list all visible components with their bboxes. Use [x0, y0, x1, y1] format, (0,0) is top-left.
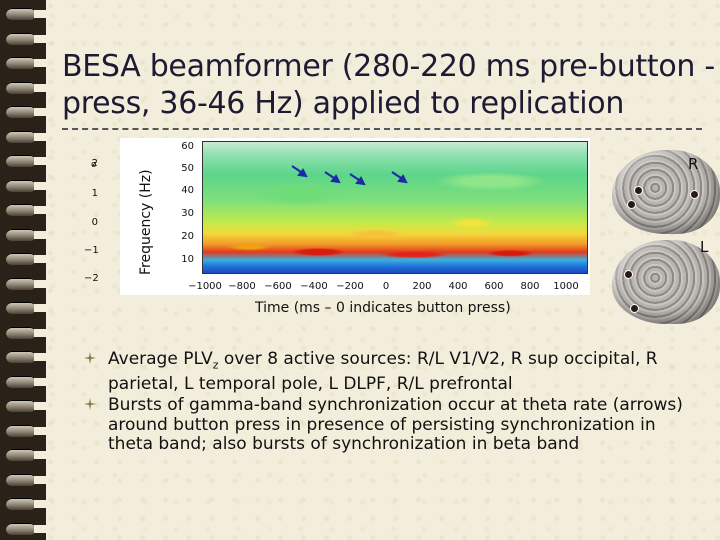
binding-notch [34, 304, 46, 312]
binding-ring [6, 351, 36, 363]
source-dot [627, 200, 636, 209]
binding-ring [6, 228, 36, 241]
x-tick: 0 [382, 281, 390, 292]
binding-notch [34, 10, 46, 18]
bullet-item: Bursts of gamma-band synchronization occ… [84, 396, 684, 455]
y-tick: 30 [181, 208, 194, 219]
binding-ring [6, 155, 36, 167]
binding-ring [6, 179, 36, 192]
binding-ring [6, 106, 36, 118]
binding-notch [34, 83, 46, 92]
source-dot [634, 186, 643, 195]
colorbar-tick: 0 [91, 217, 98, 228]
binding-ring [6, 57, 36, 69]
binding-notch [34, 426, 46, 435]
binding-notch [34, 157, 46, 165]
binding-ring [6, 8, 36, 20]
binding-ring [6, 400, 36, 412]
binding-ring [6, 253, 36, 265]
binding-notch [34, 59, 46, 67]
binding-ring [6, 375, 36, 388]
x-tick: 200 [412, 281, 432, 292]
x-axis-label: Time (ms – 0 indicates button press) [255, 300, 511, 316]
binding-ring [6, 522, 36, 535]
binding-ring [6, 498, 36, 510]
colorbar-symbol: σ [91, 160, 97, 170]
binding-notch [34, 451, 46, 459]
source-dot [630, 304, 639, 313]
brain-right-hemisphere [612, 150, 720, 234]
source-dot [690, 190, 699, 199]
binding-notch [34, 500, 46, 508]
binding-ring [6, 277, 36, 290]
brain-left-label: L [700, 238, 709, 256]
binding-notch [34, 255, 46, 263]
y-axis-label: Frequency (Hz) [138, 169, 154, 275]
binding-ring [6, 32, 36, 45]
colorbar-tick: 1 [91, 188, 98, 199]
binding-notch [34, 402, 46, 410]
binding-strip [0, 0, 46, 540]
binding-notch [34, 328, 46, 337]
colorbar-tick: 2 [91, 158, 98, 169]
x-tick: 1000 [553, 281, 579, 292]
binding-ring [6, 449, 36, 461]
binding-ring [6, 130, 36, 143]
binding-notch [34, 279, 46, 288]
binding-notch [34, 353, 46, 361]
binding-notch [34, 206, 46, 214]
binding-notch [34, 230, 46, 239]
bullet-item: Average PLVz over 8 active sources: R/L … [84, 349, 684, 394]
x-tick: −400 [300, 281, 328, 292]
binding-ring [6, 424, 36, 437]
source-dot [624, 270, 633, 279]
title-divider [62, 128, 702, 130]
gamma-burst-arrows [291, 165, 408, 186]
x-tick: −1000 [188, 281, 222, 292]
binding-notch [34, 377, 46, 386]
bullet-text: Average PLVz over 8 active sources: R/L … [108, 349, 658, 394]
binding-notch [34, 181, 46, 190]
binding-notch [34, 132, 46, 141]
y-tick: 60 [181, 141, 194, 152]
x-tick: −200 [336, 281, 364, 292]
binding-ring [6, 81, 36, 94]
binding-ring [6, 302, 36, 314]
slide-title: BESA beamformer (280-220 ms pre-button -… [62, 49, 715, 121]
binding-ring [6, 326, 36, 339]
x-tick: 600 [484, 281, 504, 292]
binding-ring [6, 473, 36, 486]
bullet-text: Bursts of gamma-band synchronization occ… [108, 395, 683, 455]
binding-notch [34, 524, 46, 533]
binding-notch [34, 475, 46, 484]
bullet-star-icon [84, 398, 96, 411]
y-tick: 20 [181, 231, 194, 242]
x-tick: −800 [228, 281, 256, 292]
y-tick: 40 [181, 185, 194, 196]
binding-notch [34, 108, 46, 116]
brain-left-hemisphere [612, 240, 720, 324]
y-tick: 50 [181, 163, 194, 174]
y-tick: 10 [181, 254, 194, 265]
x-tick: 800 [520, 281, 540, 292]
x-tick: 400 [448, 281, 468, 292]
binding-notch [34, 34, 46, 43]
x-tick: −600 [264, 281, 292, 292]
colorbar-tick: −1 [84, 245, 99, 256]
binding-ring [6, 204, 36, 216]
colorbar-tick: −2 [84, 273, 99, 284]
bullet-list: Average PLVz over 8 active sources: R/L … [84, 349, 684, 457]
brain-right-label: R [688, 155, 699, 173]
time-frequency-heatmap [202, 141, 588, 274]
bullet-star-icon [84, 352, 96, 364]
